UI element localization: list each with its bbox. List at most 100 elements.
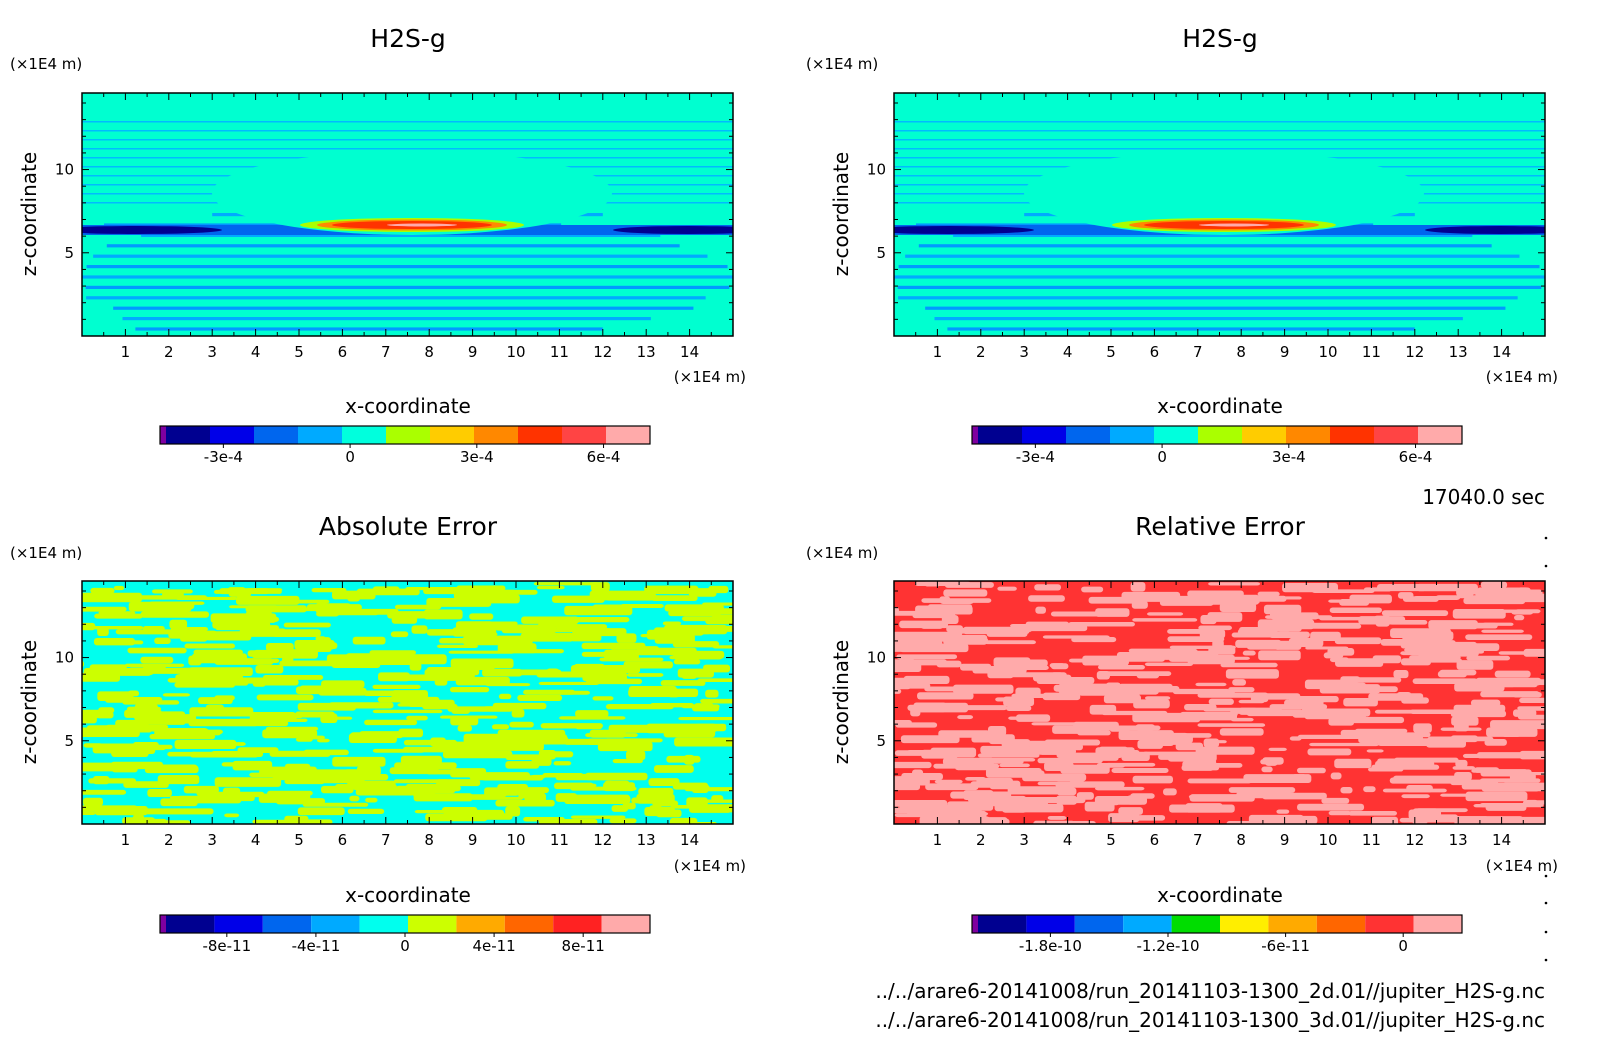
colorbar-swatch — [386, 426, 430, 444]
field-patch — [1002, 808, 1027, 813]
field-patch — [1077, 730, 1111, 736]
field-patch — [536, 585, 565, 590]
field-patch — [1428, 620, 1478, 630]
field-patch — [1258, 650, 1301, 661]
field-patch — [605, 704, 674, 710]
x-tick-label: 3 — [1019, 831, 1029, 849]
colorbar-swatch — [430, 426, 474, 444]
field-patch — [894, 631, 954, 639]
field-bulge — [212, 151, 612, 235]
field-band — [131, 291, 616, 295]
field-patch — [403, 739, 458, 746]
x-tick-label: 14 — [680, 831, 699, 849]
field-band — [86, 296, 706, 300]
anomaly — [1199, 223, 1269, 227]
field-patch — [1456, 587, 1474, 597]
x-tick-label: 9 — [1280, 343, 1290, 361]
field-patch — [265, 643, 294, 652]
field-patch — [82, 811, 96, 816]
field-patch — [365, 797, 378, 803]
field-patch — [997, 586, 1017, 591]
field-patch — [1481, 629, 1524, 633]
colorbar-swatch — [1413, 915, 1462, 933]
field-band — [897, 285, 1542, 289]
field-patch — [372, 709, 443, 714]
field-patch — [1095, 786, 1145, 791]
field-patch — [1381, 610, 1449, 617]
y-axis-ticks: 5 10 — [55, 102, 733, 337]
field-patch — [162, 820, 191, 824]
colorbar-swatch — [1418, 426, 1462, 444]
dot — [1544, 536, 1548, 540]
field-patch — [1450, 710, 1507, 718]
field-patch — [1208, 582, 1261, 586]
field-patch — [521, 616, 579, 624]
field-patch — [1089, 727, 1100, 732]
field-patch — [1181, 733, 1212, 738]
colorbar-swatch — [601, 915, 650, 933]
field-patch — [406, 715, 428, 721]
field-patch — [1225, 669, 1279, 679]
field-patch — [1058, 683, 1119, 694]
field-patch — [455, 621, 493, 630]
y-tick-label: 10 — [55, 161, 74, 179]
colorbar-swatch — [978, 426, 1022, 444]
colorbar-tick-label: 3e-4 — [460, 448, 494, 466]
field-patch — [246, 610, 272, 620]
field-patch — [210, 751, 264, 758]
field-band — [141, 233, 661, 237]
field-patch — [1413, 596, 1460, 600]
heatmap-field — [82, 581, 733, 824]
field-patch — [1235, 639, 1282, 648]
field-patch — [1242, 650, 1256, 656]
x-tick-label: 13 — [1449, 343, 1468, 361]
field-patch — [332, 756, 386, 767]
field-patch — [1003, 696, 1035, 707]
field-patch — [553, 761, 572, 766]
field-patch — [1475, 589, 1543, 598]
x-tick-label: 10 — [1318, 831, 1337, 849]
field-patch — [1474, 767, 1500, 773]
field-patch — [990, 760, 1024, 764]
field-patch — [497, 783, 528, 793]
field-patch — [345, 653, 388, 662]
field-patch — [977, 753, 1040, 758]
field-patch — [1519, 697, 1545, 703]
field-patch — [414, 810, 476, 814]
field-patch — [509, 721, 534, 728]
field-patch — [570, 633, 602, 642]
field-patch — [1515, 609, 1541, 614]
field-patch — [1081, 586, 1104, 593]
field-patch — [272, 599, 330, 604]
field-patch — [115, 629, 173, 635]
field-band — [82, 130, 733, 132]
colorbar-swatch — [1154, 426, 1198, 444]
field-band — [87, 239, 687, 243]
x-tick-label: 12 — [593, 343, 612, 361]
field-patch — [224, 720, 289, 727]
field-patch — [82, 593, 133, 603]
field-patch — [1188, 794, 1245, 799]
field-patch — [1400, 640, 1456, 649]
field-patch — [160, 798, 198, 807]
field-patch — [98, 611, 136, 615]
field-patch — [933, 763, 1000, 769]
colorbar-swatch — [456, 915, 505, 933]
field-patch — [1231, 632, 1267, 638]
field-patch — [990, 795, 1027, 806]
field-patch — [1133, 699, 1170, 709]
field-layer — [894, 226, 1034, 234]
field-patch — [1371, 816, 1399, 824]
colorbar-tick-label: -1.8e-10 — [1019, 937, 1082, 955]
dot — [1544, 901, 1548, 905]
field-patch — [1015, 714, 1051, 722]
field-patch — [1494, 670, 1531, 678]
field-patch — [262, 675, 324, 680]
file-path-2d: ../../arare6-20141008/run_20141103-1300_… — [875, 979, 1545, 1003]
field-patch — [999, 763, 1030, 768]
field-patch — [917, 692, 974, 700]
field-patch — [1238, 699, 1265, 704]
x-tick-label: 12 — [1405, 831, 1424, 849]
x-tick-label: 4 — [251, 343, 261, 361]
field-patch — [925, 783, 979, 791]
